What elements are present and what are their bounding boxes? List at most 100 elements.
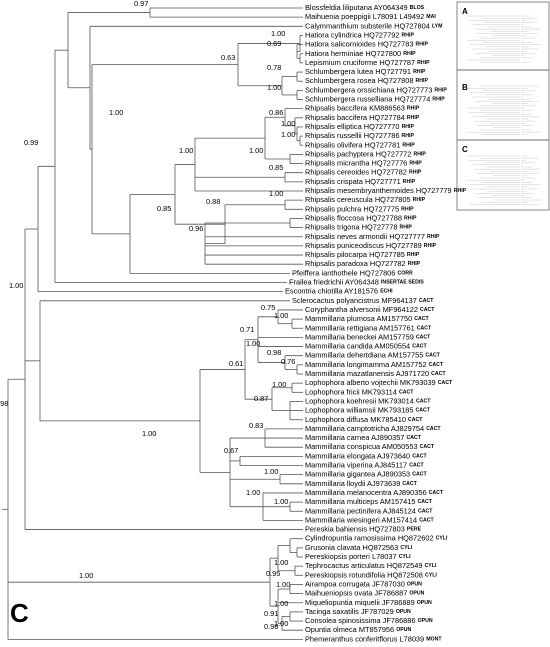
taxon-name: Coryphantha alversonii MF964122 — [305, 305, 418, 314]
clade-tag: CYLI — [399, 554, 411, 560]
clade-tag: RHIP — [402, 143, 415, 149]
clade-tag: CACT — [399, 390, 414, 396]
clade-tag: RHIP — [417, 60, 430, 66]
leaf-label: Mammillaria elongata AJ973640 CACT — [305, 451, 427, 460]
taxon-name: Rhipsalis baccifera KM886563 — [305, 104, 405, 113]
taxon-name: Rhipsalis neves armondii HQ727777 — [305, 232, 425, 241]
clade-tag: RHIP — [416, 42, 429, 48]
clade-tag: RHIP — [434, 88, 447, 94]
taxon-name: Frailea friedrichii AY064348 — [289, 277, 379, 286]
taxon-name: Tephrocactus articulatus HQ872549 — [305, 561, 423, 570]
taxon-name: Rhipsalis olivifera HQ727781 — [305, 140, 400, 149]
clade-tag: RHIP — [409, 161, 422, 167]
support-value: 0.69 — [267, 39, 281, 48]
taxon-name: Schlumbergera orssichiana HQ727773 — [305, 85, 432, 94]
clade-tag: RHIP — [403, 51, 416, 57]
taxon-name: Hatiora cylindrica HQ727792 — [305, 30, 399, 39]
taxon-name: Rhipsalis paradoxa HQ727782 — [305, 259, 406, 268]
clade-tag: CACT — [425, 353, 440, 359]
taxon-name: Mammillaria multiceps AM157415 — [305, 497, 416, 506]
clade-tag: CACT — [429, 362, 444, 368]
leaf-label: Rhipsalis baccifera KM886563 RHIP — [305, 104, 420, 113]
taxon-name: Cylindropuntia ramosissima HQ872602 — [305, 534, 434, 543]
clade-tag: CACT — [416, 399, 431, 405]
leaf-label: Calymmanthium substerile HQ727804 LYM — [305, 21, 442, 30]
clade-tag: CACT — [412, 454, 427, 460]
clade-tag: LYM — [432, 24, 442, 30]
leaf-label: Maihuenia poeppigii L78091 L49492 MAI — [305, 12, 436, 21]
clade-tag: CACT — [429, 490, 444, 496]
taxon-name: Rhipsalis micrantha HQ727776 — [305, 159, 407, 168]
clade-tag: RHIP — [402, 33, 415, 39]
taxon-name: Sclerocactus polyancistrus MF964137 — [292, 296, 417, 305]
clade-tag: RHIP — [432, 97, 445, 103]
inset-frame — [456, 69, 550, 141]
support-value: 1.00 — [281, 130, 295, 139]
leaf-label: Hatiora cylindrica HQ727792 RHIP — [305, 30, 414, 39]
leaf-label: Mammillaria melanocentra AJ890356 CACT — [305, 488, 444, 497]
support-value: 0.71 — [240, 325, 254, 334]
clade-tag: CYLI — [436, 536, 448, 542]
leaf-label: Pereskiopsis rotundifolia HQ872508 CYLI — [305, 570, 437, 579]
clade-tag: CACT — [420, 307, 435, 313]
inset-label: C — [462, 145, 468, 154]
support-value: 1.00 — [272, 380, 286, 389]
taxon-name: Hatiora herminiae HQ727800 — [305, 49, 401, 58]
leaf-label: Rhipsalis pachyptera HQ727772 RHIP — [305, 149, 426, 158]
taxon-name: Schlumbergera russelliana HQ727774 — [305, 94, 430, 103]
clade-tag: RHIP — [403, 179, 416, 185]
leaf-label: Grusonia clavata HQ872563 CYLI — [305, 543, 413, 552]
clade-tag: OPUN — [409, 591, 424, 597]
clade-tag: RHIP — [454, 188, 467, 194]
clade-tag: CACT — [416, 335, 431, 341]
leaf-label: Rhipsalis pulchra HQ727775 RHIP — [305, 204, 414, 213]
taxon-name: Phemeranthus conferitflorus L78039 — [305, 634, 424, 643]
taxon-name: Rhipsalis crispata HQ727771 — [305, 177, 401, 186]
leaf-label: Hatiora herminiae HQ727800 RHIP — [305, 49, 416, 58]
leaf-label: Mammillaria conspicua AM050553 CACT — [305, 442, 435, 451]
taxon-name: Mammillaria viperina AJ845117 — [305, 460, 407, 469]
support-value: 1.00 — [276, 580, 290, 589]
leaf-label: Rhipsalis paradoxa HQ727782 RHIP — [305, 259, 421, 268]
leaf-label: Sclerocactus polyancistrus MF964137 CACT — [292, 296, 434, 305]
leaf-label: Lepismium cruciforme HQ727787 RHIP — [305, 58, 430, 67]
leaf-label: Schlumbergera orssichiana HQ727773 RHIP — [305, 85, 447, 94]
leaf-label: Rhipsalis russellii HQ727786 RHIP — [305, 131, 414, 140]
taxon-name: Rhipsalis baccifera HQ727784 — [305, 113, 405, 122]
leaf-label: Rhipsalis pilocarpa HQ727785 RHIP — [305, 250, 420, 259]
clade-tag: OPUN — [417, 600, 432, 606]
taxon-name: Pereskia bahiensis HQ727803 — [305, 525, 405, 534]
taxon-name: Consolea spinosissima JF786886 — [305, 616, 416, 625]
taxon-name: Pfeiffera ianthothele HQ727806 — [292, 268, 395, 277]
leaf-label: Coryphantha alversonii MF964122 CACT — [305, 305, 435, 314]
leaf-label: Mammillaria viperina AJ845117 CACT — [305, 460, 424, 469]
taxon-name: Lepismium cruciforme HQ727787 — [305, 58, 415, 67]
clade-tag: CACT — [408, 417, 423, 423]
taxon-name: Mammillaria candida AM050554 — [305, 342, 410, 351]
support-value: 0.75 — [261, 303, 275, 312]
taxon-name: Mammillaria gigantea AJ890353 — [305, 470, 410, 479]
taxon-name: Mammillaria elongata AJ973640 — [305, 451, 410, 460]
support-value: 1.00 — [9, 281, 23, 290]
clade-tag: CACT — [406, 435, 421, 441]
clade-tag: RHIP — [424, 243, 437, 249]
taxon-name: Pereskiopsis porteri L78037 — [305, 552, 397, 561]
taxon-name: Mammillaria longimamma AM157752 — [305, 360, 427, 369]
clade-tag: RHIP — [404, 216, 417, 222]
leaf-label: Mammillaria beneckei AM157759 CACT — [305, 332, 431, 341]
leaf-label: Rhipsalis baccifera HQ727784 RHIP — [305, 113, 420, 122]
leaf-label: Lophophora williamsii MK793185 CACT — [305, 406, 431, 415]
support-value: 1.00 — [274, 497, 288, 506]
taxon-name: Rhipsalis pulchra HQ727775 — [305, 204, 399, 213]
leaf-label: Phemeranthus conferitflorus L78039 MONT — [305, 634, 442, 643]
taxon-name: Miqueliopuntia miquelii JF786889 — [305, 598, 415, 607]
support-value: 1.00 — [246, 339, 260, 348]
support-value: 1.00 — [264, 467, 278, 476]
taxon-name: Blossfeldia liliputana AY064349 — [305, 3, 408, 12]
clade-tag: CACT — [419, 518, 434, 524]
clade-tag: CACT — [402, 481, 417, 487]
leaf-label: Schlumbergera rosea HQ727808 RHIP — [305, 76, 428, 85]
support-value: 0.98 — [264, 622, 278, 631]
clade-tag: RHIP — [413, 152, 426, 158]
